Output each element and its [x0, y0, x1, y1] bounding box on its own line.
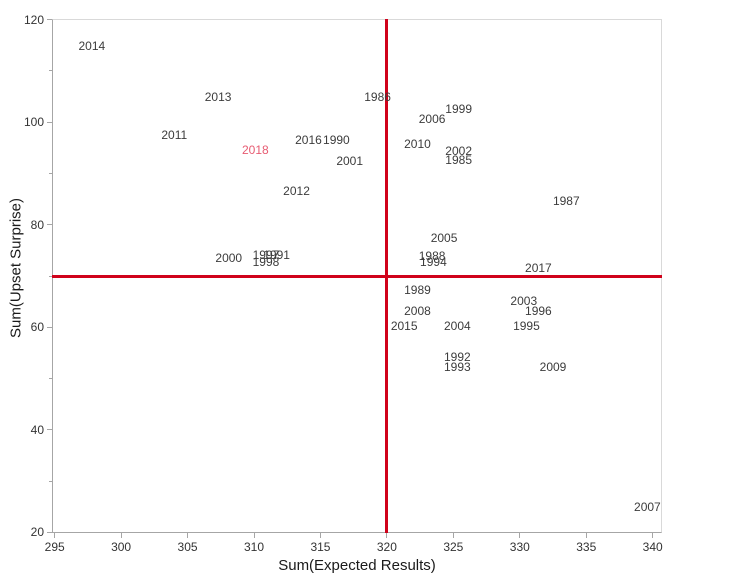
x-tick-label: 340 [642, 540, 663, 554]
point-label-1989[interactable]: 1989 [404, 283, 431, 298]
y-minor-tick [49, 70, 52, 72]
point-label-2009[interactable]: 2009 [539, 360, 567, 375]
point-label-2006[interactable]: 2006 [418, 111, 446, 126]
x-tick-label: 335 [576, 540, 597, 554]
x-tick [386, 533, 388, 538]
x-tick-label: 330 [509, 540, 530, 554]
point-label-1998[interactable]: 1998 [252, 255, 280, 270]
point-label-2011[interactable]: 2011 [161, 127, 188, 142]
point-label-2013[interactable]: 2013 [204, 90, 232, 105]
x-axis-title: Sum(Expected Results) [278, 557, 436, 574]
y-tick [47, 429, 52, 431]
x-tick-label: 315 [310, 540, 331, 554]
point-label-1985[interactable]: 1985 [445, 153, 473, 168]
x-tick [452, 533, 454, 538]
point-label-1987[interactable]: 1987 [552, 193, 580, 208]
point-label-2018[interactable]: 2018 [241, 142, 269, 157]
point-label-1994[interactable]: 1994 [420, 254, 447, 269]
point-label-2002[interactable]: 2002 [445, 143, 473, 158]
point-label-2005[interactable]: 2005 [430, 231, 458, 246]
point-label-2014[interactable]: 2014 [78, 39, 106, 54]
x-tick [187, 533, 189, 538]
point-label-2017[interactable]: 2017 [525, 260, 552, 275]
point-label-2001[interactable]: 2001 [336, 154, 364, 169]
x-tick-label: 320 [376, 540, 397, 554]
y-minor-tick [49, 480, 52, 482]
point-label-1986[interactable]: 1986 [364, 89, 391, 104]
y-minor-tick [49, 378, 52, 380]
x-tick [319, 533, 321, 538]
x-tick [120, 533, 122, 538]
x-tick-label: 325 [443, 540, 464, 554]
y-tick [47, 121, 52, 123]
point-label-1991[interactable]: 1991 [263, 247, 290, 262]
y-minor-tick [49, 172, 52, 174]
y-tick-label: 20 [30, 525, 44, 540]
y-tick-label: 120 [23, 12, 44, 27]
y-tick [47, 531, 52, 533]
point-label-1997[interactable]: 1997 [252, 247, 280, 262]
y-tick [47, 326, 52, 328]
y-tick [47, 224, 52, 226]
x-tick-label: 305 [177, 540, 198, 554]
x-tick-label: 300 [111, 540, 132, 554]
point-label-2004[interactable]: 2004 [443, 319, 471, 334]
y-tick-label: 60 [30, 320, 44, 335]
y-tick-label: 100 [23, 115, 44, 130]
y-reference-line [52, 274, 662, 278]
point-label-2016[interactable]: 2016 [295, 132, 322, 147]
x-tick-label: 310 [243, 540, 265, 554]
point-label-1988[interactable]: 1988 [418, 248, 446, 263]
y-tick [47, 19, 52, 20]
point-label-2003[interactable]: 2003 [510, 294, 538, 309]
point-label-1993[interactable]: 1993 [443, 360, 471, 375]
y-tick-label: 80 [30, 217, 44, 232]
point-label-2008[interactable]: 2008 [404, 303, 431, 318]
x-tick [54, 533, 56, 538]
point-label-1995[interactable]: 1995 [513, 319, 540, 334]
point-label-2007[interactable]: 2007 [634, 499, 661, 514]
point-label-2000[interactable]: 2000 [215, 250, 243, 265]
x-tick [585, 533, 587, 538]
point-label-2015[interactable]: 2015 [390, 319, 418, 334]
point-label-2010[interactable]: 2010 [404, 136, 431, 151]
x-tick [519, 533, 521, 538]
y-tick-label: 40 [30, 422, 44, 437]
point-label-1990[interactable]: 1990 [323, 132, 350, 147]
x-tick [253, 533, 255, 538]
point-label-2012[interactable]: 2012 [283, 183, 310, 198]
y-minor-tick [49, 275, 52, 277]
x-tick [652, 533, 654, 538]
x-tick-label: 295 [44, 540, 65, 554]
point-label-1992[interactable]: 1992 [443, 350, 471, 365]
point-label-1996[interactable]: 1996 [525, 303, 552, 318]
y-axis-title: Sum(Upset Surprise) [7, 197, 25, 339]
point-label-1999[interactable]: 1999 [445, 101, 473, 116]
